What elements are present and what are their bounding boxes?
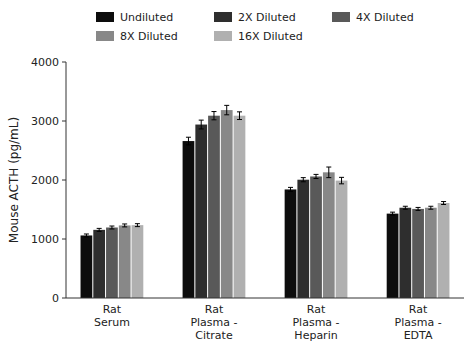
y-tick-label: 0 bbox=[52, 292, 59, 305]
y-tick bbox=[62, 298, 66, 299]
legend-label: 2X Diluted bbox=[238, 11, 296, 24]
bar bbox=[183, 141, 195, 298]
x-axis-line bbox=[66, 298, 464, 299]
bar bbox=[336, 181, 348, 298]
y-tick-label: 2000 bbox=[31, 174, 59, 187]
legend-swatch bbox=[96, 31, 114, 41]
bar bbox=[195, 125, 207, 298]
error-bar bbox=[314, 174, 319, 178]
legend: Undiluted 2X Diluted 4X Diluted 8X Diluted 1… bbox=[96, 11, 414, 43]
x-tick-label: RatPlasma -EDTA bbox=[395, 303, 442, 342]
bar bbox=[323, 172, 335, 298]
error-bar bbox=[224, 105, 229, 114]
bar bbox=[132, 225, 144, 298]
bar bbox=[399, 208, 411, 298]
error-bar bbox=[237, 112, 242, 120]
bar bbox=[438, 203, 450, 298]
chart-container: 0 1000 2000 3000 4000 RatSerum RatPlasma -Citr… bbox=[0, 0, 474, 364]
bar bbox=[412, 209, 424, 298]
bar bbox=[93, 230, 105, 298]
x-tick-label: RatPlasma -Heparin bbox=[292, 303, 339, 342]
bar bbox=[310, 176, 322, 298]
bar bbox=[285, 189, 297, 298]
error-bar bbox=[97, 228, 102, 231]
error-bar bbox=[416, 207, 421, 210]
error-bar bbox=[441, 202, 446, 205]
error-bar bbox=[403, 206, 408, 209]
error-bar bbox=[428, 206, 433, 209]
legend-label: 4X Diluted bbox=[356, 11, 414, 24]
bar bbox=[425, 208, 437, 298]
background bbox=[0, 0, 474, 364]
y-tick-label: 3000 bbox=[31, 115, 59, 128]
bar bbox=[106, 227, 118, 298]
error-bar bbox=[199, 120, 204, 129]
error-bar bbox=[84, 234, 89, 237]
bar bbox=[297, 180, 309, 298]
bar bbox=[387, 214, 399, 298]
bar bbox=[208, 116, 220, 298]
x-tick-label: RatSerum bbox=[94, 303, 130, 329]
error-bar bbox=[326, 167, 331, 178]
chart: 0 1000 2000 3000 4000 RatSerum RatPlasma -Citr… bbox=[0, 0, 474, 364]
legend-label: 16X Diluted bbox=[238, 30, 303, 43]
error-bar bbox=[339, 177, 344, 183]
error-bar bbox=[390, 212, 395, 215]
legend-label: Undiluted bbox=[120, 11, 173, 24]
error-bar bbox=[122, 224, 127, 227]
y-axis-label: Mouse ACTH (pg/mL) bbox=[7, 117, 21, 243]
error-bar bbox=[211, 112, 216, 120]
error-bar bbox=[109, 226, 114, 229]
legend-swatch bbox=[214, 12, 232, 22]
x-tick-label: RatPlasma -Citrate bbox=[190, 303, 237, 342]
error-bar bbox=[288, 187, 293, 191]
error-bar bbox=[135, 224, 140, 227]
legend-swatch bbox=[96, 12, 114, 22]
plot-area bbox=[81, 105, 450, 298]
y-tick bbox=[62, 239, 66, 240]
y-tick bbox=[62, 180, 66, 181]
bar bbox=[234, 116, 246, 298]
y-tick-label: 4000 bbox=[31, 56, 59, 69]
y-tick bbox=[62, 121, 66, 122]
y-tick-label: 1000 bbox=[31, 233, 59, 246]
y-tick bbox=[62, 62, 66, 63]
error-bar bbox=[301, 178, 306, 182]
legend-swatch bbox=[214, 31, 232, 41]
legend-swatch bbox=[332, 12, 350, 22]
legend-label: 8X Diluted bbox=[120, 30, 178, 43]
bar bbox=[119, 225, 131, 298]
bar bbox=[221, 110, 233, 298]
bar bbox=[81, 235, 93, 298]
error-bar bbox=[186, 137, 191, 145]
